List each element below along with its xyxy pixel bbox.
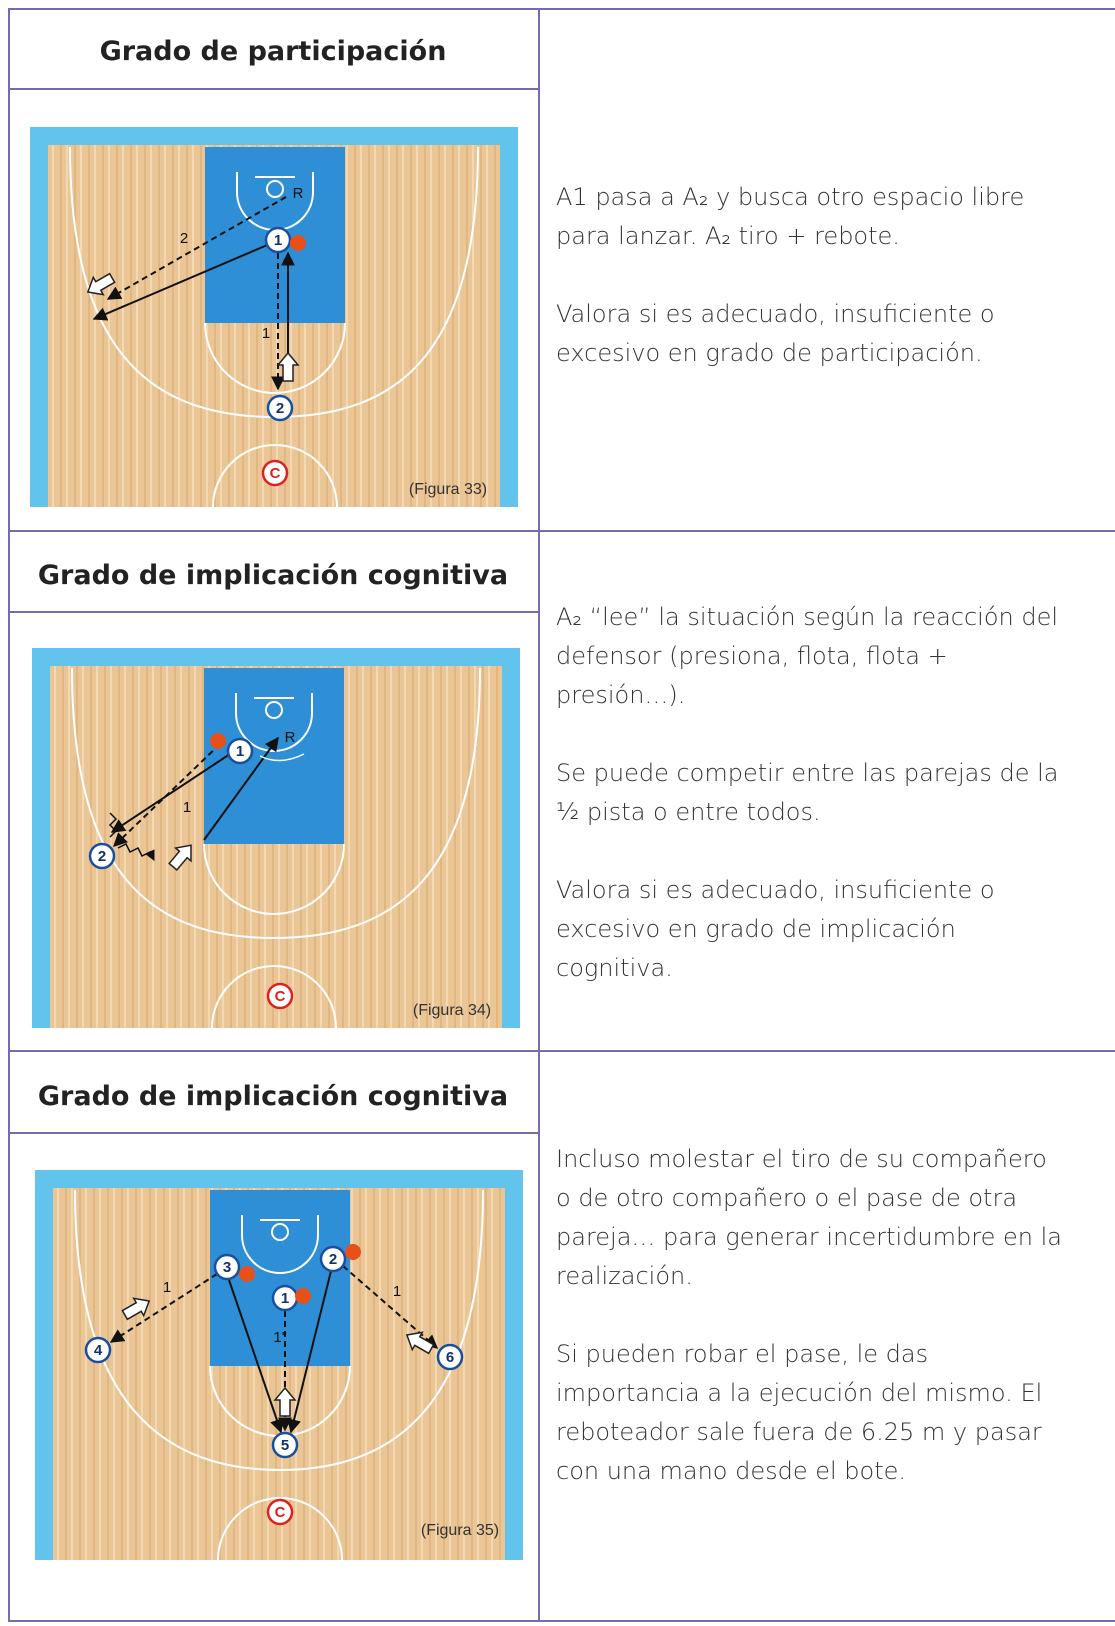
heading: Grado de implicación cognitiva (37, 560, 509, 591)
label: R (285, 729, 296, 746)
court (32, 648, 520, 1028)
play (108, 736, 305, 871)
border (8, 8, 10, 1622)
caption: (Figura 34) (413, 1002, 491, 1019)
player (271, 1431, 299, 1459)
player-label: 1 (281, 1290, 289, 1307)
player-label: 2 (329, 1251, 337, 1268)
court-line (241, 1215, 319, 1274)
court-line (212, 444, 338, 507)
figure: 1 2 R 2 1 C (Figura 33) (30, 127, 518, 507)
court (30, 127, 518, 507)
label: 1 (262, 325, 270, 342)
heading: Grado de participación (99, 36, 447, 67)
border (8, 611, 538, 613)
court-line (211, 965, 337, 1028)
text-block: A1 pasa a A₂ y busca otro espacio libre … (556, 178, 1066, 412)
player (264, 226, 292, 254)
label: 1 (163, 1279, 171, 1296)
caption: (Figura 35) (421, 1522, 499, 1539)
court-line (204, 668, 344, 844)
ball (239, 1266, 255, 1282)
court-line (266, 180, 284, 198)
player-label: 5 (281, 1437, 289, 1454)
text-block: Incluso molestar el tiro de su compañero… (556, 1140, 1066, 1530)
label: R (293, 185, 304, 202)
coach-label: C (275, 1504, 286, 1521)
court (35, 1170, 523, 1560)
player-label: 2 (98, 848, 106, 865)
text-block: A₂ “lee” la situación según la reacción … (556, 598, 1066, 1027)
border (8, 88, 538, 90)
border (8, 1132, 538, 1134)
player (266, 394, 294, 422)
paragraph: Incluso molestar el tiro de su compañero… (556, 1145, 1062, 1290)
paragraph: Se puede competir entre las parejas de l… (556, 759, 1059, 826)
coach-label: C (270, 465, 281, 482)
player-label: 1 (236, 743, 244, 760)
player (84, 1336, 112, 1364)
border (8, 530, 1115, 532)
coach-label: C (275, 988, 286, 1005)
label: 1' (273, 1329, 284, 1346)
caption: (Figura 33) (409, 481, 487, 498)
coach (266, 1498, 294, 1526)
heading: Grado de implicación cognitiva (37, 1081, 509, 1112)
ball (290, 235, 306, 251)
player-label: 6 (446, 1349, 454, 1366)
player (436, 1343, 464, 1371)
border (538, 8, 540, 1622)
coach (261, 459, 289, 487)
label: 1 (393, 1283, 401, 1300)
border (8, 1050, 1115, 1052)
border (8, 8, 1115, 10)
court-line (204, 322, 346, 394)
player (319, 1245, 347, 1273)
play (109, 1265, 439, 1434)
coach (266, 982, 294, 1010)
paragraph: Si pueden robar el pase, le das importan… (556, 1340, 1043, 1485)
player-label: 2 (276, 400, 284, 417)
court-line (71, 667, 481, 940)
court-line (265, 701, 283, 719)
paragraph: A1 pasa a A₂ y busca otro espacio libre … (556, 183, 1025, 250)
paragraph: A₂ “lee” la situación según la reacción … (556, 603, 1059, 709)
player-label: 4 (94, 1342, 103, 1359)
label: 2 (180, 230, 188, 247)
player (226, 737, 254, 765)
player-label: 1 (274, 232, 282, 249)
ball (210, 733, 226, 749)
play (86, 196, 300, 391)
court-line (271, 1223, 289, 1241)
figure: 1 2 3 4 5 6 1 1 1' C (Figura 35) (35, 1170, 523, 1560)
court-line (217, 1497, 343, 1560)
ball (345, 1244, 361, 1260)
paragraph: Valora si es adecuado, insuficiente o ex… (556, 300, 995, 367)
player (213, 1253, 241, 1281)
figure: 1 2 R 1 C (Figura 34) (32, 648, 520, 1028)
court-line (203, 843, 345, 915)
label: 1 (183, 799, 191, 816)
paragraph: Valora si es adecuado, insuficiente o ex… (556, 876, 995, 982)
player-label: 3 (223, 1259, 231, 1276)
player (88, 842, 116, 870)
border (8, 1620, 1115, 1622)
ball (295, 1288, 311, 1304)
